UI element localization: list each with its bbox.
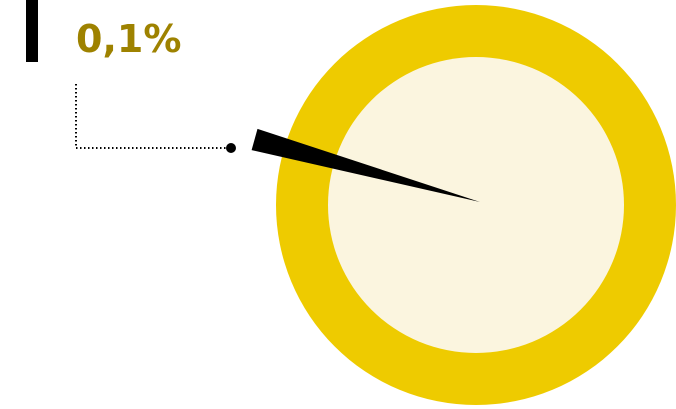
pie-slice-highlighted (251, 128, 480, 202)
accent-bar (26, 0, 38, 62)
inner-disc (328, 57, 624, 353)
leader-line (75, 84, 226, 149)
leader-dot (226, 143, 236, 153)
slice-value-label: 0,1% (76, 17, 181, 61)
